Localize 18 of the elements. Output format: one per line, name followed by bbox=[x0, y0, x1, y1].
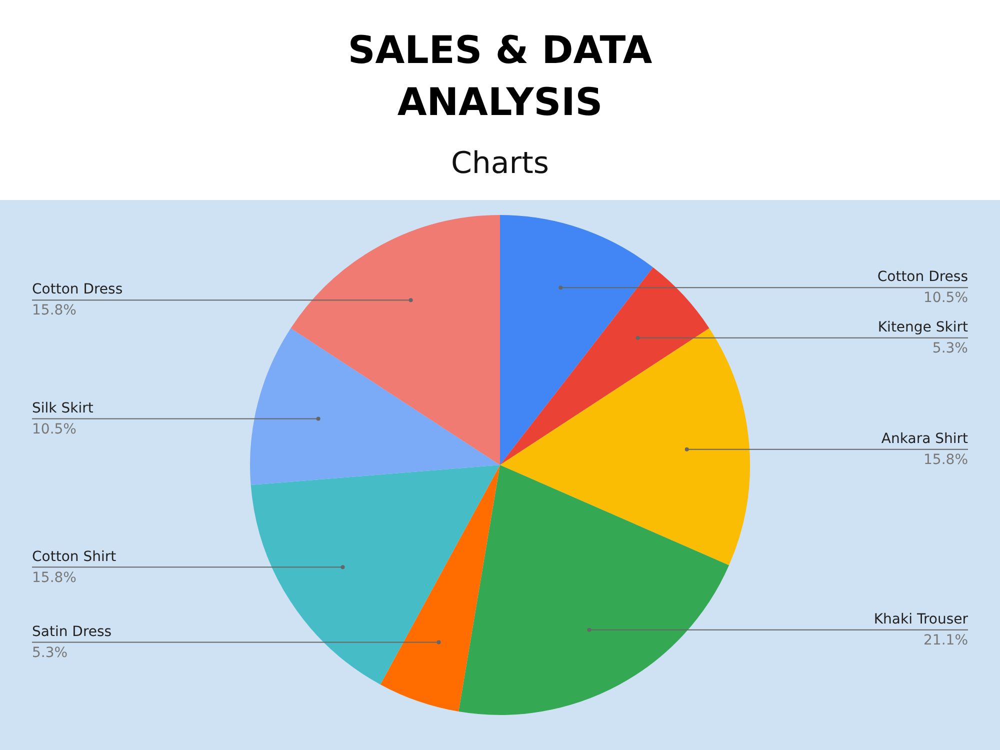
data-label: 15.8% bbox=[924, 452, 968, 468]
data-label: 15.8% bbox=[32, 570, 76, 586]
slice-label: Khaki Trouser bbox=[874, 612, 968, 628]
data-label: 15.8% bbox=[32, 302, 76, 319]
slice-label: Cotton Dress bbox=[877, 269, 968, 286]
slice-label: Satin Dress bbox=[32, 624, 112, 640]
slice-label: Kitenge Skirt bbox=[878, 319, 969, 336]
slice-label: Ankara Shirt bbox=[881, 431, 969, 448]
slice-label: Cotton Dress bbox=[32, 282, 123, 298]
chart-subtitle: Charts bbox=[450, 146, 550, 181]
data-label: 10.5% bbox=[32, 421, 76, 438]
data-label: 5.3% bbox=[32, 644, 68, 661]
data-label: 5.3% bbox=[932, 340, 968, 356]
slice-label: Silk Skirt bbox=[32, 400, 94, 416]
data-label: 21.1% bbox=[924, 632, 968, 649]
slice-label: Cotton Shirt bbox=[32, 548, 117, 565]
chart-title: SALES & DATA ANALYSIS bbox=[346, 27, 654, 126]
data-label: 10.5% bbox=[924, 290, 968, 306]
